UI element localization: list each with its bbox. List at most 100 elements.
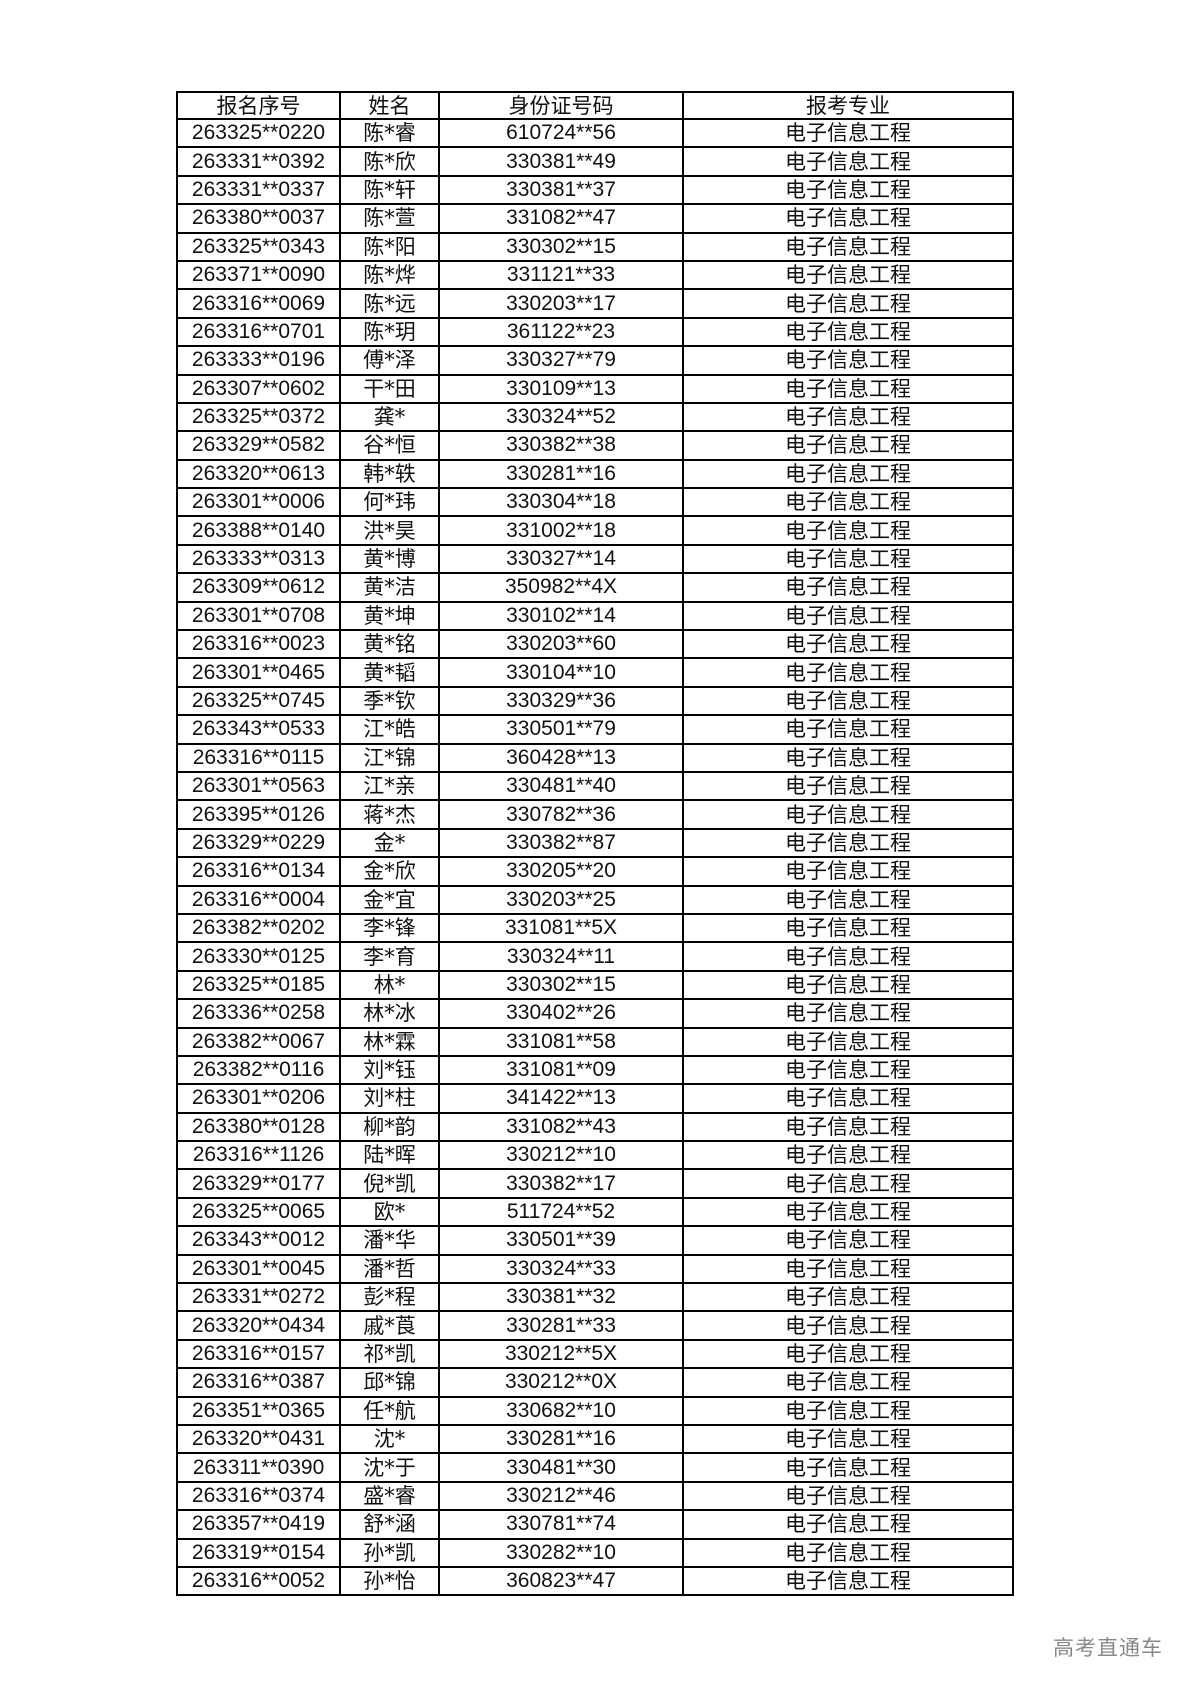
id-number-cell: 330501**79 [438,714,684,745]
registration-number-cell: 263301**0206 [176,1083,341,1114]
major-cell: 电子信息工程 [682,487,1014,518]
id-number-cell: 330481**30 [438,1452,684,1483]
id-number-cell: 330203**17 [438,288,684,319]
registration-number-cell: 263316**1126 [176,1140,341,1171]
id-number-cell: 330304**18 [438,487,684,518]
major-cell: 电子信息工程 [682,401,1014,433]
registration-number-cell: 263301**0708 [176,600,341,632]
major-cell: 电子信息工程 [682,1168,1014,1199]
id-number-cell: 330781**74 [438,1509,684,1540]
name-cell: 季*钦 [339,685,440,717]
major-cell: 电子信息工程 [682,1253,1014,1285]
major-cell: 电子信息工程 [682,742,1014,773]
name-cell: 黄*韬 [339,657,440,688]
registration-number-cell: 263336**0258 [176,998,341,1029]
registration-number-cell: 263351**0365 [176,1395,341,1426]
table-row: 263316**0004 金*宜 330203**25 电子信息工程 [176,884,1014,915]
header-major: 报考专业 [682,91,1014,120]
registration-number-cell: 263316**0134 [176,856,341,887]
major-cell: 电子信息工程 [682,174,1014,206]
name-cell: 李*锋 [339,912,440,944]
table-row: 263343**0012 潘*华 330501**39 电子信息工程 [176,1225,1014,1256]
id-number-cell: 360428**13 [438,742,684,773]
id-number-cell: 330212**10 [438,1140,684,1171]
name-cell: 任*航 [339,1395,440,1426]
id-number-cell: 330682**10 [438,1395,684,1426]
registration-number-cell: 263320**0434 [176,1310,341,1341]
major-cell: 电子信息工程 [682,1225,1014,1256]
major-cell: 电子信息工程 [682,316,1014,348]
major-cell: 电子信息工程 [682,1083,1014,1114]
registration-number-cell: 263329**0582 [176,430,341,461]
major-cell: 电子信息工程 [682,1480,1014,1512]
major-cell: 电子信息工程 [682,998,1014,1029]
id-number-cell: 331081**5X [438,912,684,944]
major-cell: 电子信息工程 [682,969,1014,1001]
header-registration-number: 报名序号 [176,91,341,120]
name-cell: 江*亲 [339,770,440,802]
id-number-cell: 330212**5X [438,1338,684,1370]
name-cell: 干*田 [339,373,440,404]
name-cell: 谷*恒 [339,430,440,461]
table-row: 263325**0343 陈*阳 330302**15 电子信息工程 [176,231,1014,262]
name-cell: 蒋*杰 [339,799,440,830]
registration-number-cell: 263395**0126 [176,799,341,830]
registration-number-cell: 263316**0069 [176,288,341,319]
major-cell: 电子信息工程 [682,543,1014,575]
name-cell: 陈*萱 [339,203,440,234]
registration-number-cell: 263319**0154 [176,1537,341,1568]
registration-number-cell: 263325**0372 [176,401,341,433]
registration-number-cell: 263301**0465 [176,657,341,688]
table-row: 263325**0220 陈*睿 610724**56 电子信息工程 [176,117,1014,149]
major-cell: 电子信息工程 [682,458,1014,490]
registration-number-cell: 263316**0374 [176,1480,341,1512]
table-row: 263311**0390 沈*于 330481**30 电子信息工程 [176,1452,1014,1483]
id-number-cell: 341422**13 [438,1083,684,1114]
id-number-cell: 330381**37 [438,174,684,206]
name-cell: 沈*于 [339,1452,440,1483]
name-cell: 陈*欣 [339,146,440,177]
table-row: 263329**0177 倪*凯 330382**17 电子信息工程 [176,1168,1014,1199]
major-cell: 电子信息工程 [682,600,1014,632]
id-number-cell: 331002**18 [438,515,684,546]
registration-number-cell: 263382**0067 [176,1026,341,1057]
major-cell: 电子信息工程 [682,288,1014,319]
major-cell: 电子信息工程 [682,1395,1014,1426]
name-cell: 江*皓 [339,714,440,745]
registration-number-cell: 263325**0343 [176,231,341,262]
table-row: 263357**0419 舒*涵 330781**74 电子信息工程 [176,1509,1014,1540]
table-row: 263316**0023 黄*铭 330203**60 电子信息工程 [176,629,1014,660]
name-cell: 戚*莨 [339,1310,440,1341]
major-cell: 电子信息工程 [682,1537,1014,1568]
major-cell: 电子信息工程 [682,941,1014,972]
name-cell: 黄*洁 [339,572,440,603]
major-cell: 电子信息工程 [682,515,1014,546]
major-cell: 电子信息工程 [682,345,1014,376]
table-row: 263325**0185 林* 330302**15 电子信息工程 [176,969,1014,1001]
major-cell: 电子信息工程 [682,1452,1014,1483]
header-name: 姓名 [339,91,440,120]
name-cell: 金*欣 [339,856,440,887]
table-row: 263371**0090 陈*烨 331121**33 电子信息工程 [176,259,1014,291]
id-number-cell: 331082**43 [438,1111,684,1143]
registration-number-cell: 263357**0419 [176,1509,341,1540]
id-number-cell: 361122**23 [438,316,684,348]
id-number-cell: 330205**20 [438,856,684,887]
registration-number-cell: 263333**0196 [176,345,341,376]
registration-number-cell: 263316**0115 [176,742,341,773]
table-row: 263325**0745 季*钦 330329**36 电子信息工程 [176,685,1014,717]
name-cell: 洪*昊 [339,515,440,546]
name-cell: 陈*睿 [339,117,440,149]
name-cell: 孙*凯 [339,1537,440,1568]
table-row: 263325**0065 欧* 511724**52 电子信息工程 [176,1196,1014,1228]
table-row: 263316**0115 江*锦 360428**13 电子信息工程 [176,742,1014,773]
major-cell: 电子信息工程 [682,1423,1014,1455]
id-number-cell: 330327**79 [438,345,684,376]
table-row: 263301**0708 黄*坤 330102**14 电子信息工程 [176,600,1014,632]
table-row: 263316**0387 邱*锦 330212**0X 电子信息工程 [176,1367,1014,1398]
registration-number-cell: 263331**0337 [176,174,341,206]
table-row: 263336**0258 林*冰 330402**26 电子信息工程 [176,998,1014,1029]
table-row: 263333**0313 黄*博 330327**14 电子信息工程 [176,543,1014,575]
registration-number-cell: 263325**0185 [176,969,341,1001]
table-row: 263316**0374 盛*睿 330212**46 电子信息工程 [176,1480,1014,1512]
